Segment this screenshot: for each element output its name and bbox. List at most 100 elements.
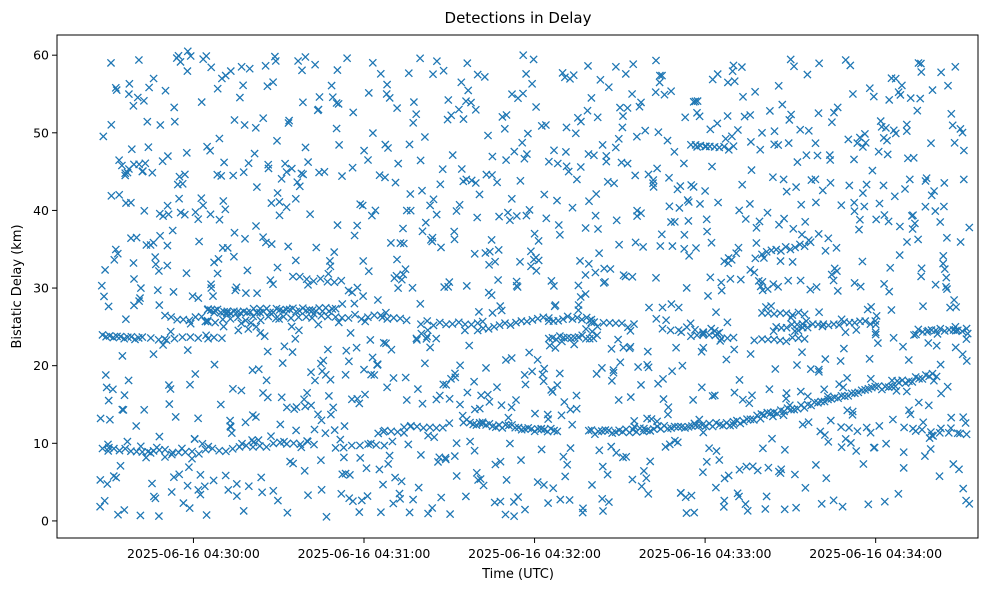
data-point-1146 — [540, 364, 549, 373]
data-point-524 — [97, 281, 106, 290]
data-point-828 — [314, 320, 323, 329]
data-point-555 — [119, 405, 128, 414]
data-point-1216 — [588, 327, 597, 336]
data-point-3 — [115, 446, 124, 455]
data-point-674 — [206, 146, 215, 155]
data-point-202 — [127, 332, 136, 341]
data-point-1562 — [837, 201, 846, 210]
data-point-353 — [617, 319, 626, 328]
data-point-840 — [322, 512, 331, 521]
data-point-543 — [111, 83, 120, 92]
data-point-484 — [553, 381, 562, 390]
data-point-293 — [363, 313, 372, 322]
data-point-376 — [699, 330, 708, 339]
data-point-636 — [175, 172, 184, 181]
data-point-1715 — [943, 81, 953, 90]
data-point-643 — [183, 481, 192, 490]
data-point-17 — [194, 449, 203, 458]
data-point-398 — [794, 308, 803, 317]
data-point-1251 — [615, 240, 624, 249]
data-point-1616 — [871, 328, 880, 337]
data-point-1333 — [675, 203, 684, 212]
data-point-1341 — [679, 159, 688, 168]
data-point-347 — [593, 331, 602, 340]
data-point-844 — [323, 312, 333, 321]
data-point-545 — [113, 249, 122, 258]
data-point-1712 — [940, 178, 949, 187]
data-point-668 — [198, 439, 207, 448]
data-point-294 — [370, 311, 379, 320]
data-point-1456 — [758, 444, 767, 453]
data-point-1389 — [713, 119, 722, 128]
data-point-1696 — [930, 186, 939, 196]
data-point-899 — [363, 155, 373, 165]
data-point-1395 — [717, 286, 726, 295]
data-point-1209 — [584, 197, 594, 206]
data-point-330 — [573, 313, 582, 322]
data-point-1671 — [913, 106, 922, 115]
data-point-765 — [269, 78, 278, 87]
data-point-222 — [197, 312, 206, 321]
data-point-1628 — [880, 497, 889, 506]
data-point-639 — [178, 179, 187, 188]
data-point-1556 — [829, 496, 838, 505]
data-point-769 — [272, 136, 282, 145]
data-point-627 — [171, 412, 180, 421]
data-point-864 — [338, 299, 347, 309]
data-point-1421 — [735, 465, 744, 474]
data-point-210 — [178, 333, 187, 342]
data-point-1557 — [833, 286, 842, 295]
data-point-622 — [166, 327, 175, 336]
data-point-452 — [195, 237, 204, 246]
data-point-1549 — [826, 416, 835, 425]
data-point-391 — [800, 242, 809, 251]
data-point-211 — [186, 333, 195, 342]
data-point-1095 — [502, 110, 511, 120]
data-point-885 — [356, 453, 365, 462]
data-point-1157 — [549, 281, 558, 290]
data-point-997 — [436, 180, 445, 189]
data-point-926 — [384, 459, 393, 468]
data-point-1473 — [774, 141, 783, 150]
data-point-1235 — [603, 177, 612, 186]
data-point-1495 — [787, 110, 796, 119]
data-point-491 — [632, 132, 641, 141]
data-point-1433 — [746, 265, 755, 274]
data-point-1540 — [818, 322, 827, 331]
data-point-1007 — [441, 455, 450, 464]
data-point-35 — [339, 443, 348, 452]
data-point-1228 — [598, 494, 607, 503]
data-point-760 — [264, 164, 273, 173]
data-point-1072 — [487, 235, 496, 244]
data-point-1074 — [490, 498, 499, 507]
data-point-556 — [120, 505, 129, 515]
data-point-914 — [375, 171, 384, 180]
data-point-1396 — [716, 336, 725, 345]
data-point-779 — [279, 437, 289, 446]
data-point-39 — [372, 440, 381, 450]
data-point-888 — [355, 399, 364, 408]
data-point-1374 — [702, 457, 711, 466]
data-point-703 — [223, 243, 232, 252]
data-point-265 — [211, 318, 220, 327]
data-point-682 — [209, 476, 218, 485]
data-point-1373 — [701, 142, 711, 151]
data-point-557 — [121, 199, 131, 208]
data-point-1652 — [899, 463, 908, 472]
data-point-728 — [243, 266, 252, 275]
data-point-1098 — [507, 403, 516, 412]
data-point-286 — [330, 278, 339, 287]
data-point-328 — [563, 312, 572, 321]
data-point-1703 — [936, 424, 945, 433]
data-point-1596 — [859, 459, 868, 469]
data-point-216 — [160, 311, 170, 320]
data-point-1567 — [839, 344, 848, 353]
data-point-717 — [237, 319, 246, 328]
data-point-487 — [587, 93, 596, 102]
data-point-1142 — [538, 370, 547, 379]
data-point-843 — [324, 269, 333, 278]
data-point-1190 — [572, 391, 581, 400]
data-point-1490 — [784, 139, 793, 148]
data-point-1452 — [757, 410, 766, 419]
data-point-1380 — [706, 273, 715, 282]
